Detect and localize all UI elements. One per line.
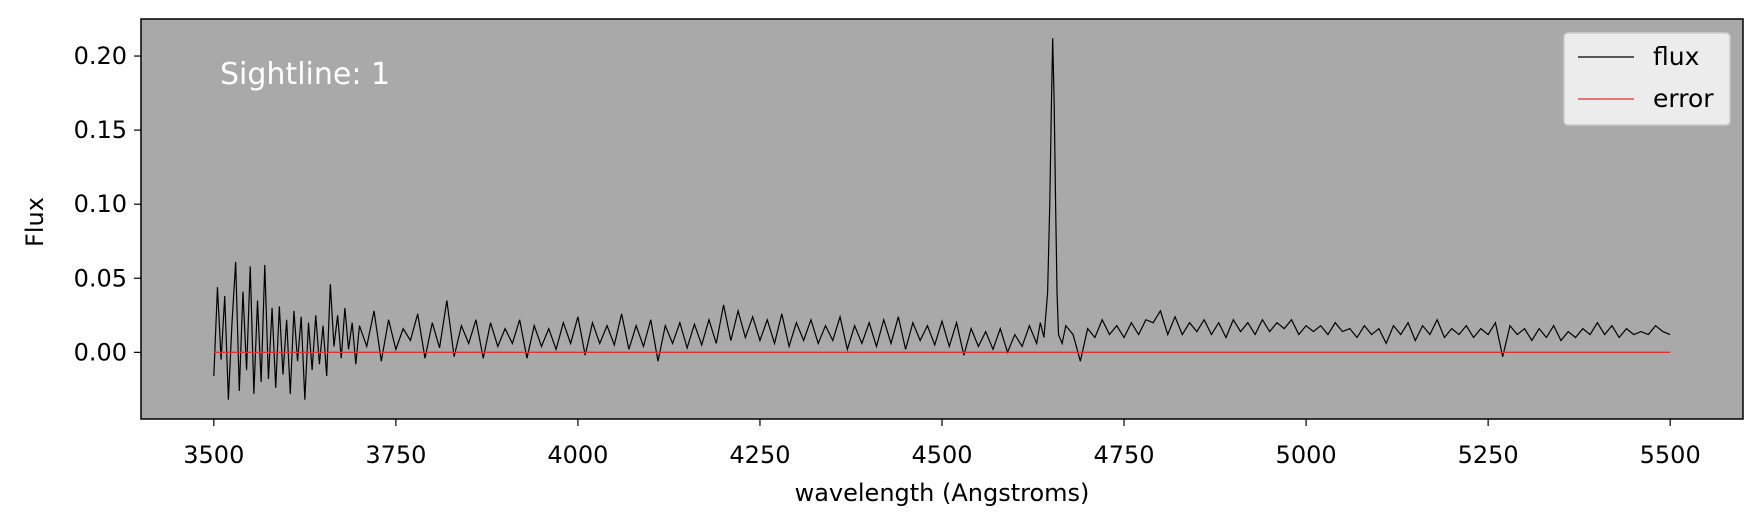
sightline-annotation: Sightline: 1 bbox=[220, 57, 390, 92]
x-tick-label: 3500 bbox=[183, 441, 244, 469]
x-tick-label: 3750 bbox=[365, 441, 426, 469]
x-tick-label: 5500 bbox=[1640, 441, 1701, 469]
flux-series-group bbox=[213, 38, 1671, 400]
y-tick-label: 0.15 bbox=[74, 116, 127, 144]
x-tick-label: 4500 bbox=[911, 441, 972, 469]
x-tick-label: 5000 bbox=[1276, 441, 1337, 469]
legend-box bbox=[1563, 32, 1731, 126]
legend: flux error bbox=[1563, 32, 1731, 126]
flux-line bbox=[213, 38, 1671, 400]
x-tick-label: 4750 bbox=[1094, 441, 1155, 469]
x-axis-label: wavelength (Angstroms) bbox=[795, 479, 1090, 507]
y-tick-label: 0.20 bbox=[74, 42, 127, 70]
y-tick-label: 0.00 bbox=[74, 338, 127, 366]
x-tick-label: 4250 bbox=[729, 441, 790, 469]
y-tick-label: 0.05 bbox=[74, 264, 127, 292]
y-axis-ticks: 0.00 0.05 0.10 0.15 0.20 bbox=[74, 42, 141, 366]
x-axis-ticks: 3500 3750 4000 4250 4500 4750 5000 5250 5500 bbox=[183, 419, 1701, 469]
legend-error-label: error bbox=[1653, 84, 1714, 113]
y-tick-label: 0.10 bbox=[74, 190, 127, 218]
x-tick-label: 5250 bbox=[1458, 441, 1519, 469]
legend-flux-label: flux bbox=[1653, 42, 1699, 71]
y-axis-label: Flux bbox=[21, 197, 49, 247]
x-tick-label: 4000 bbox=[547, 441, 608, 469]
